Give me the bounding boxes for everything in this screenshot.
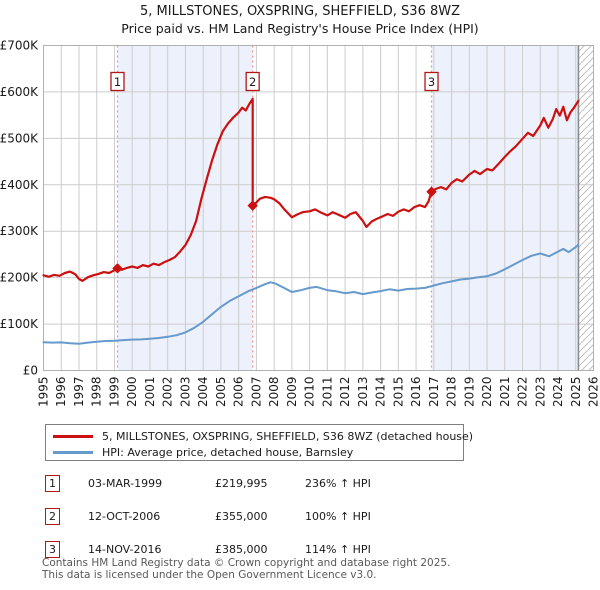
x-axis-label: 2001	[143, 377, 157, 408]
x-axis-label: 2014	[374, 377, 388, 408]
x-axis-label: 2017	[427, 377, 441, 408]
legend-item-price: 5, MILLSTONES, OXSPRING, SHEFFIELD, S36 …	[46, 428, 473, 444]
sale-number-badge-label: 2	[249, 75, 256, 89]
sale-date: 12-OCT-2006	[88, 510, 161, 523]
chart-legend: 5, MILLSTONES, OXSPRING, SHEFFIELD, S36 …	[45, 424, 473, 461]
x-axis-label: 2018	[445, 377, 459, 408]
sale-date: 03-MAR-1999	[88, 477, 163, 490]
x-axis-label: 2025	[569, 377, 583, 408]
y-axis-label: £100K	[0, 317, 39, 331]
x-axis-label: 2007	[249, 377, 263, 408]
sale-marker-point	[247, 200, 258, 211]
x-axis-label: 1997	[72, 377, 86, 408]
sale-price: £385,000	[215, 543, 268, 556]
price-series-line	[42, 97, 580, 282]
x-axis-label: 2010	[303, 377, 317, 408]
page-title: 5, MILLSTONES, OXSPRING, SHEFFIELD, S36 …	[140, 4, 460, 19]
x-axis-label: 1999	[107, 377, 121, 408]
x-axis-label: 2024	[551, 377, 565, 408]
sale-number-badge-chart	[110, 71, 125, 92]
future-hatch	[578, 45, 594, 371]
x-axis-label: 2013	[356, 377, 370, 408]
x-axis-label: 2015	[391, 377, 405, 408]
sale-number-badge-label: 3	[428, 75, 435, 89]
x-axis-label: 2000	[125, 377, 139, 408]
sale-number-badge: 1	[45, 475, 60, 492]
sale-hpi-change: 114% ↑ HPI	[305, 543, 371, 556]
legend-label-price: 5, MILLSTONES, OXSPRING, SHEFFIELD, S36 …	[102, 429, 474, 443]
legend-item-hpi: HPI: Average price, detached house, Barn…	[46, 444, 463, 460]
x-axis-label: 2006	[232, 377, 246, 408]
x-axis-label: 2005	[214, 377, 228, 408]
x-axis-label: 2016	[409, 377, 423, 408]
sale-price: £219,995	[215, 477, 268, 490]
sale-row-3: 3 14-NOV-2016 £385,000 114% ↑ HPI	[0, 541, 600, 559]
x-axis-label: 2004	[196, 377, 210, 408]
sale-date: 14-NOV-2016	[88, 543, 162, 556]
x-axis-label: 2012	[338, 377, 352, 408]
x-axis-label: 1998	[90, 377, 104, 408]
sale-marker-point	[112, 263, 123, 274]
hpi-series-line	[42, 243, 580, 345]
sale-number-badge-chart	[245, 71, 260, 92]
x-axis-label: 2022	[516, 377, 530, 408]
sale-row-1: 1 03-MAR-1999 £219,995 236% ↑ HPI	[0, 475, 600, 493]
sale-marker-point	[426, 186, 437, 197]
x-axis-label: 2026	[587, 377, 600, 408]
sale-number-badge-label: 1	[114, 75, 121, 89]
x-axis-label: 2003	[178, 377, 192, 408]
y-axis-label: £200K	[0, 271, 39, 285]
footer-line-2: This data is licensed under the Open Gov…	[42, 568, 377, 581]
price-chart: 1 2 3 £0 £100K £200K £300K £400K £500K £600K £700K…	[0, 39, 600, 408]
legend-label-hpi: HPI: Average price, detached house, Barn…	[102, 445, 354, 459]
y-axis-label: £700K	[0, 39, 39, 53]
page-subtitle: Price paid vs. HM Land Registry's House …	[121, 21, 479, 36]
plot-border	[43, 45, 594, 371]
x-axis-label: 2011	[320, 377, 334, 408]
y-axis-label: £300K	[0, 224, 39, 238]
x-axis-label: 2002	[161, 377, 175, 408]
x-axis-label: 2019	[462, 377, 476, 408]
x-axis-label: 2021	[498, 376, 512, 407]
sale-number-badge: 2	[45, 508, 60, 525]
x-axis-label: 2008	[267, 377, 281, 408]
sale-hpi-change: 100% ↑ HPI	[305, 510, 371, 523]
sale-number-badge-chart	[424, 71, 439, 92]
sale-price: £355,000	[215, 510, 268, 523]
x-axis-label: 2023	[533, 377, 547, 408]
sale-row-2: 2 12-OCT-2006 £355,000 100% ↑ HPI	[0, 508, 600, 526]
x-axis-label: 1996	[54, 377, 68, 408]
x-axis-label: 2020	[480, 377, 494, 408]
price-line-swatch	[53, 434, 93, 438]
y-axis-label: £600K	[0, 85, 39, 99]
sale-number-badge: 3	[45, 541, 60, 558]
sale-hpi-change: 236% ↑ HPI	[305, 477, 371, 490]
y-axis-label: £400K	[0, 178, 39, 192]
y-axis-label: £500K	[0, 131, 39, 145]
footer-line-1: Contains HM Land Registry data © Crown c…	[42, 557, 451, 569]
y-axis-label: £0	[23, 364, 38, 378]
license-footer: Contains HM Land Registry data © Crown c…	[42, 557, 582, 581]
x-axis-label: 2009	[285, 377, 299, 408]
hpi-line-swatch	[53, 450, 93, 454]
x-axis-label: 1995	[37, 377, 51, 408]
